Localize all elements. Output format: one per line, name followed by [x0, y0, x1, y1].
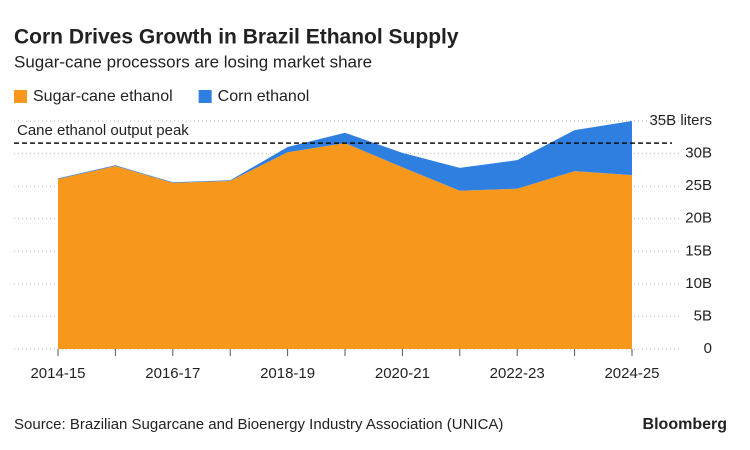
legend: Sugar-cane ethanol Corn ethanol: [14, 88, 309, 105]
area: [58, 121, 632, 191]
chart-title: Corn Drives Growth in Brazil Ethanol Sup…: [14, 26, 459, 49]
y-tick-label: 30B: [685, 145, 712, 162]
area: [58, 143, 632, 349]
legend-label: Corn ethanol: [218, 88, 310, 105]
y-tick-label: 0: [704, 340, 712, 357]
x-tick-label: 2016-17: [145, 365, 200, 382]
legend-label: Sugar-cane ethanol: [33, 88, 173, 105]
y-tick-label: 20B: [685, 210, 712, 227]
y-tick-label: 35B liters: [649, 112, 712, 129]
x-tick-label: 2020-21: [375, 365, 430, 382]
source: Source: Brazilian Sugarcane and Bioenerg…: [14, 416, 503, 433]
annotation: Cane ethanol output peak: [17, 122, 189, 139]
x-tick-label: 2024-25: [604, 365, 659, 382]
chart-subtitle: Sugar-cane processors are losing market …: [14, 52, 372, 71]
legend-swatch: [14, 90, 27, 103]
y-tick-label: 10B: [685, 275, 712, 292]
y-tick-label: 15B: [685, 242, 712, 259]
y-tick-label: 5B: [694, 307, 712, 324]
x-tick-label: 2018-19: [260, 365, 315, 382]
x-tick-label: 2014-15: [30, 365, 85, 382]
y-tick-label: 25B: [685, 177, 712, 194]
legend-swatch: [198, 90, 212, 103]
brand: Bloomberg: [643, 416, 727, 433]
plot-area: 0 5B 10B 15B 20B 25B 30B 35B liters 2014-15 2016-…: [14, 112, 712, 382]
x-tick-label: 2022-23: [490, 365, 545, 382]
